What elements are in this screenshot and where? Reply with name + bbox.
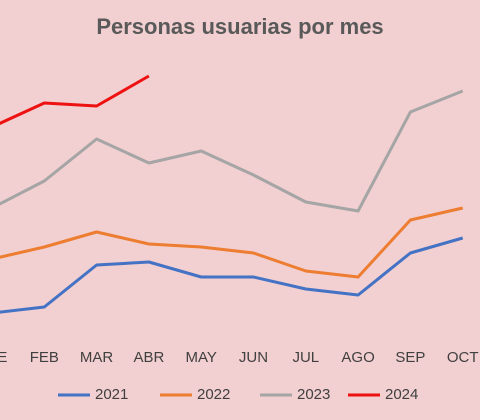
legend-label: 2023 (297, 386, 330, 403)
series-line (0, 236, 464, 314)
x-tick-label: JUL (292, 349, 319, 366)
x-tick-label: MAR (80, 349, 114, 366)
x-tick-label: SEP (395, 349, 425, 366)
series-line (0, 74, 150, 125)
x-tick-label: ABR (133, 349, 164, 366)
x-tick-label: MAY (185, 349, 216, 366)
series-line (0, 206, 464, 279)
series-line (0, 89, 464, 213)
x-tick-label: ENE (0, 349, 7, 366)
legend-label: 2022 (197, 386, 230, 403)
chart-title: Personas usuarias por mes (96, 14, 383, 39)
x-tick-label: OCT (447, 349, 479, 366)
legend-label: 2024 (385, 386, 418, 403)
legend-label: 2021 (95, 386, 128, 403)
x-tick-label: JUN (239, 349, 268, 366)
x-tick-label: FEB (30, 349, 59, 366)
x-tick-label: AGO (341, 349, 374, 366)
